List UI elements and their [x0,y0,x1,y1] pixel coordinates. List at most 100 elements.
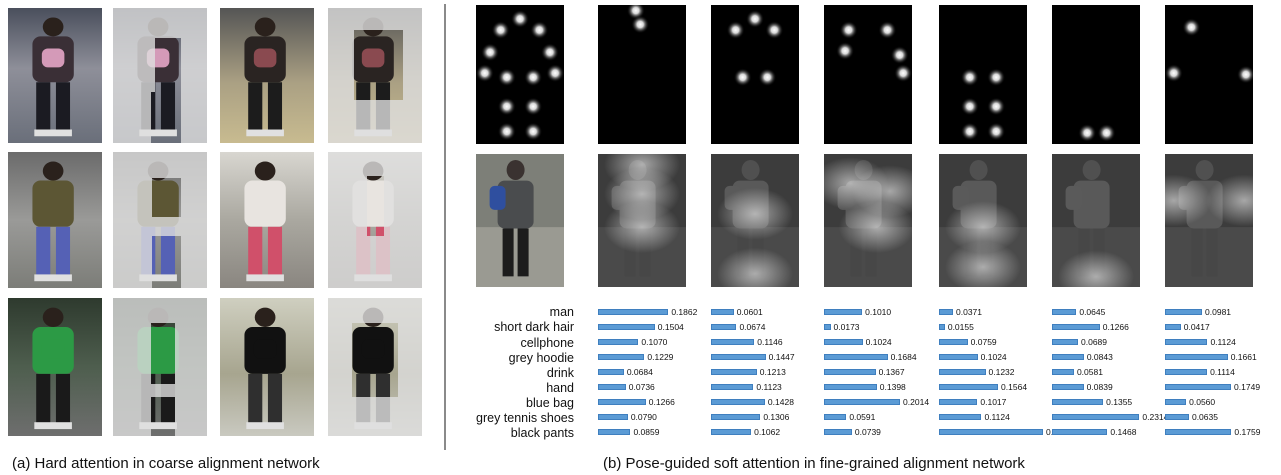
attention-mask-region [352,397,398,436]
input-pedestrian-photo [476,154,564,287]
attribute-weight-value: 0.0759 [970,337,997,347]
soft-attention-overlay [1052,154,1140,287]
attention-mask-region [384,176,422,288]
attribute-weight-bar [711,324,737,330]
attention-mask-region [328,152,422,177]
soft-attention-overlay [1165,154,1253,287]
attribute-weight-bar [824,324,831,330]
attribute-weight-value: 0.1124 [1210,337,1236,347]
attribute-weight-bar [598,384,626,390]
attention-mask-region [367,236,385,288]
attention-mask-region [180,37,207,143]
caption-soft-attention: (b) Pose-guided soft attention in fine-g… [603,455,1025,472]
attribute-weight-value: 0.1024 [980,352,1007,362]
hard-attention-masked-photo [328,298,422,436]
attribute-weight-bar [1052,384,1084,390]
pose-heatmap [598,5,686,144]
attribute-weight-bar [824,429,852,435]
caption-hard-attention: (a) Hard attention in coarse alignment n… [12,455,320,472]
attribute-weight-value: 0.1123 [756,382,782,392]
panel-divider [444,4,446,450]
attribute-weight-value: 0.0843 [1086,352,1113,362]
attribute-weight-value: 0.1306 [763,412,790,422]
attribute-weight-bar [824,414,847,420]
attribute-weight-value: 0.1114 [1210,367,1235,377]
attribute-weight-bar [824,309,863,315]
attribute-label: blue bag [526,396,574,410]
attribute-weight-bar [1052,309,1077,315]
attribute-weight-bar [1165,339,1208,345]
pedestrian-photo [8,152,102,288]
attention-mask-region [113,152,207,178]
attribute-weight-value: 0.0417 [1183,322,1210,332]
attribute-weight-bar [598,369,624,375]
attribute-weight-value: 0.1062 [754,427,781,437]
hard-attention-masked-photo [113,152,207,288]
attribute-label: man [549,305,574,319]
attribute-weight-value: 0.0635 [1191,412,1218,422]
attribute-weight-bar [939,354,978,360]
attribute-weight-bar [1165,399,1187,405]
attribute-weight-bar [711,339,755,345]
attribute-weight-bar [1165,324,1181,330]
attribute-weight-bar [1165,429,1232,435]
attribute-weight-bar [1165,384,1232,390]
attention-mask-region [113,177,153,288]
attribute-weight-value: 0.1684 [890,352,917,362]
attribute-weight-bar [598,324,655,330]
attribute-weight-bar [711,309,734,315]
attribute-weight-bar [711,429,752,435]
hard-attention-masked-photo [328,152,422,288]
attribute-weight-value: 0.0581 [1076,367,1103,377]
attention-mask-region [354,99,404,143]
attribute-weight-bar [939,429,1043,435]
pedestrian-photo [220,298,314,436]
attribute-weight-value: 0.1232 [988,367,1015,377]
attribute-weight-bar [1052,414,1140,420]
attribute-weight-value: 0.1564 [1001,382,1028,392]
attribute-weight-bar [598,354,645,360]
attention-mask-region [403,29,422,143]
attribute-weight-bar [1052,324,1100,330]
attribute-weight-bar [824,384,877,390]
pedestrian-photo [8,8,102,143]
hard-attention-masked-photo [328,8,422,143]
attention-mask-region [113,298,207,323]
attribute-weight-value: 0.1213 [759,367,786,377]
attribute-weight-bar [711,384,754,390]
attribute-label: black pants [510,426,574,440]
pose-heatmap [1165,5,1253,144]
attribute-weight-bar [939,324,945,330]
pose-heatmap [711,5,799,144]
attribute-weight-bar [711,369,757,375]
attribute-weight-value: 0.0591 [849,412,876,422]
attribute-weight-bar [1165,369,1208,375]
soft-attention-overlay [824,154,912,287]
attribute-label: grey tennis shoes [476,411,574,425]
attribute-weight-bar [1165,309,1203,315]
attribute-weight-value: 0.0739 [854,427,881,437]
attribute-weight-value: 0.1661 [1230,352,1257,362]
attention-mask-region [113,91,151,143]
attribute-weight-value: 0.0859 [633,427,660,437]
attribute-weight-value: 0.1468 [1110,427,1137,437]
soft-attention-overlay [598,154,686,287]
attribute-weight-value: 0.1266 [1102,322,1129,332]
attribute-weight-bar [939,339,968,345]
attribute-weight-value: 0.0790 [630,412,657,422]
attribute-weight-bar [598,429,631,435]
attribute-weight-value: 0.0155 [947,322,974,332]
attribute-weight-bar [598,414,628,420]
attribute-weight-bar [824,354,888,360]
attribute-weight-bar [1052,399,1104,405]
attribute-weight-value: 0.0645 [1079,307,1106,317]
soft-attention-overlay [939,154,1027,287]
attribute-weight-value: 0.1447 [768,352,795,362]
attribute-weight-value: 0.0560 [1189,397,1216,407]
attribute-weight-value: 0.2314 [1142,412,1169,422]
attribute-weight-value: 0.0684 [626,367,653,377]
attribute-label: grey hoodie [508,351,574,365]
attribute-weight-value: 0.2014 [903,397,930,407]
attention-mask-region [397,322,422,436]
attribute-weight-value: 0.1017 [980,397,1007,407]
